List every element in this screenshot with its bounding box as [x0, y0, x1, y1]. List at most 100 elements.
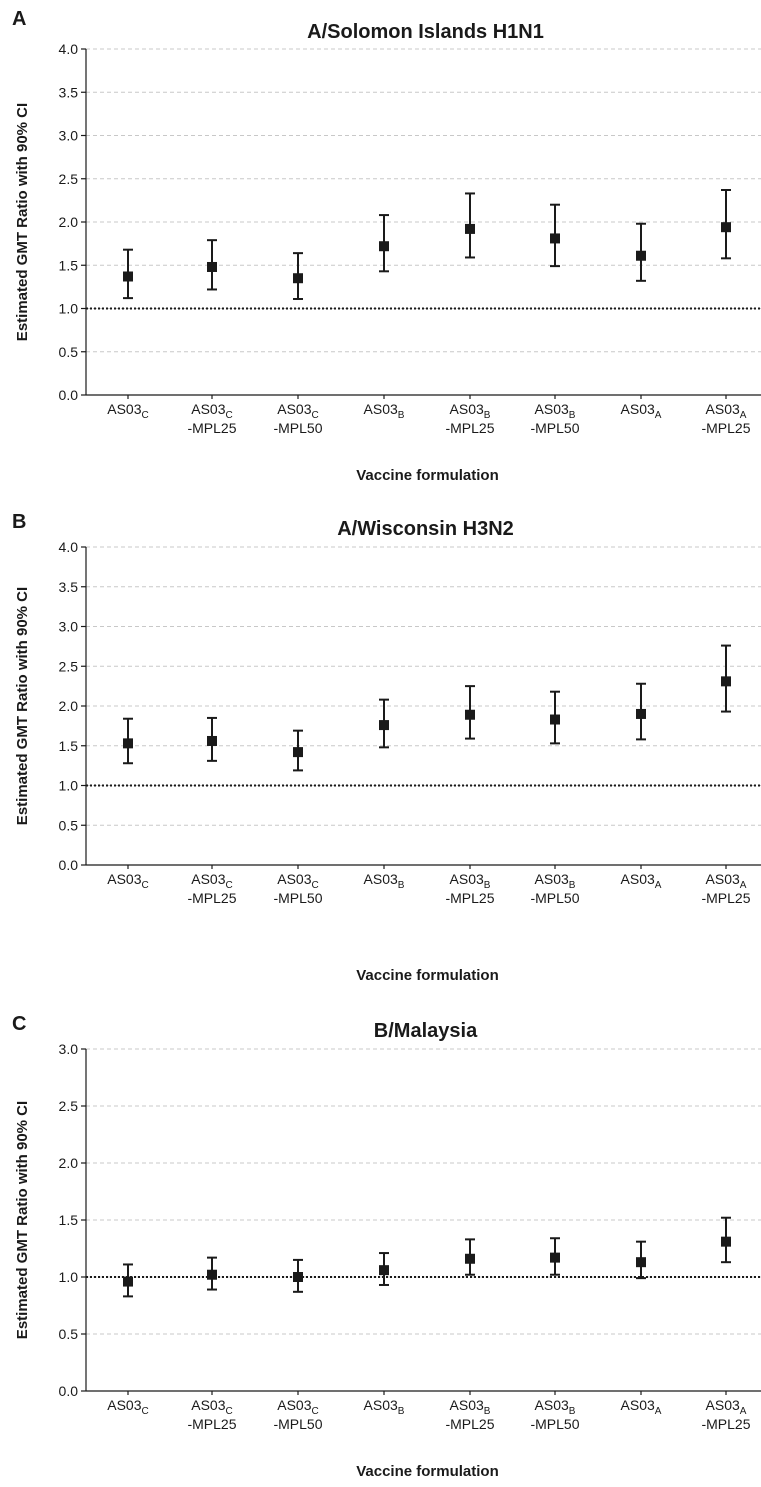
- x-axis-label: Vaccine formulation: [356, 967, 499, 984]
- y-tick-label: 1.5: [59, 738, 79, 754]
- chart-panel-b: B A/Wisconsin H3N2 0.0 0.5 1.0 1.5 2.0 2.5 3.0 3.…: [12, 511, 761, 984]
- x-tick-label: AS03C: [107, 1397, 148, 1417]
- y-tick-label: 3.5: [59, 579, 79, 595]
- x-tick-label: AS03C: [191, 1397, 232, 1417]
- x-tick-label-suffix: -MPL25: [445, 890, 494, 906]
- y-tick-label: 0.0: [59, 1383, 79, 1399]
- chart-panel-a: A A/Solomon Islands H1N1 0.0 0.5 1.0 1.5 2.0 2.…: [12, 8, 761, 484]
- chart-title: A/Solomon Islands H1N1: [307, 21, 544, 43]
- y-tick-label: 0.5: [59, 1326, 79, 1342]
- y-tick-label: 3.0: [59, 1041, 79, 1057]
- x-tick-label-suffix: -MPL25: [701, 890, 750, 906]
- y-axis-label: Estimated GMT Ratio with 90% CI: [14, 103, 31, 341]
- panel-letter: C: [12, 1013, 26, 1035]
- y-tick-label: 0.5: [59, 344, 79, 360]
- x-tick-label-suffix: -MPL25: [701, 420, 750, 436]
- y-tick-label: 4.0: [59, 41, 79, 57]
- y-tick-label: 3.0: [59, 619, 79, 635]
- y-tick-label: 0.5: [59, 817, 79, 833]
- data-point: [123, 738, 133, 749]
- y-tick-label: 2.5: [59, 1098, 79, 1114]
- data-point: [293, 1272, 303, 1282]
- x-tick-label: AS03A: [706, 401, 747, 421]
- y-tick-label: 2.0: [59, 1155, 79, 1171]
- y-tick-label: 1.0: [59, 301, 79, 317]
- x-tick-label-suffix: -MPL50: [530, 890, 579, 906]
- data-point: [379, 1265, 389, 1276]
- data-point: [293, 273, 303, 284]
- chart-title: B/Malaysia: [374, 1020, 478, 1042]
- x-tick-label: AS03B: [535, 871, 576, 891]
- x-tick-label: AS03B: [364, 871, 405, 891]
- data-point: [123, 271, 133, 282]
- y-axis-label: Estimated GMT Ratio with 90% CI: [14, 1101, 31, 1339]
- data-point: [721, 676, 731, 687]
- x-tick-label: AS03B: [535, 1397, 576, 1417]
- x-tick-label: AS03C: [277, 871, 318, 891]
- x-tick-label-suffix: -MPL50: [273, 420, 322, 436]
- x-tick-label: AS03C: [277, 1397, 318, 1417]
- y-tick-label: 0.0: [59, 387, 79, 403]
- y-tick-label: 2.5: [59, 658, 79, 674]
- x-tick-label: AS03C: [107, 871, 148, 891]
- x-tick-label: AS03B: [364, 401, 405, 421]
- x-tick-label: AS03B: [535, 401, 576, 421]
- y-tick-label: 0.0: [59, 857, 79, 873]
- x-tick-label: AS03B: [364, 1397, 405, 1417]
- y-tick-label: 3.5: [59, 84, 79, 100]
- panel-letter: A: [12, 8, 26, 30]
- x-tick-label-suffix: -MPL25: [187, 890, 236, 906]
- y-tick-label: 1.0: [59, 778, 79, 794]
- x-tick-label-suffix: -MPL50: [273, 890, 322, 906]
- x-tick-label: AS03B: [450, 1397, 491, 1417]
- y-tick-label: 3.0: [59, 128, 79, 144]
- data-point: [207, 735, 217, 746]
- data-point: [293, 747, 303, 758]
- x-tick-label-suffix: -MPL25: [701, 1416, 750, 1432]
- data-point: [636, 708, 646, 719]
- chart-title: A/Wisconsin H3N2: [337, 518, 514, 540]
- x-tick-label-suffix: -MPL50: [530, 420, 579, 436]
- x-tick-label-suffix: -MPL50: [530, 1416, 579, 1432]
- y-axis-label: Estimated GMT Ratio with 90% CI: [14, 587, 31, 825]
- x-tick-label-suffix: -MPL25: [445, 420, 494, 436]
- data-point: [550, 233, 560, 244]
- y-tick-label: 1.0: [59, 1269, 79, 1285]
- data-point: [379, 241, 389, 252]
- data-point: [123, 1276, 133, 1287]
- x-tick-label: AS03C: [191, 871, 232, 891]
- data-point: [636, 1257, 646, 1268]
- panel-letter: B: [12, 511, 26, 533]
- data-point: [550, 1252, 560, 1263]
- chart-panel-c: C B/Malaysia 0.0 0.5 1.0 1.5 2.0 2.5 3.0 Estimate…: [12, 1013, 761, 1480]
- y-tick-label: 2.0: [59, 698, 79, 714]
- data-point: [550, 714, 560, 725]
- x-tick-label-suffix: -MPL25: [187, 420, 236, 436]
- x-tick-label: AS03C: [191, 401, 232, 421]
- data-point: [465, 709, 475, 720]
- data-point: [465, 1253, 475, 1264]
- x-tick-label: AS03C: [277, 401, 318, 421]
- x-tick-label: AS03A: [706, 871, 747, 891]
- data-point: [721, 222, 731, 233]
- x-tick-label: AS03A: [706, 1397, 747, 1417]
- x-tick-label: AS03A: [621, 401, 662, 421]
- y-tick-label: 1.5: [59, 1212, 79, 1228]
- data-point: [379, 720, 389, 731]
- data-point: [207, 261, 217, 272]
- data-point: [207, 1269, 217, 1280]
- data-point: [721, 1236, 731, 1247]
- y-tick-label: 4.0: [59, 539, 79, 555]
- x-tick-label: AS03A: [621, 1397, 662, 1417]
- x-tick-label: AS03B: [450, 401, 491, 421]
- data-point: [465, 223, 475, 234]
- x-tick-label-suffix: -MPL50: [273, 1416, 322, 1432]
- x-tick-label: AS03B: [450, 871, 491, 891]
- x-axis-label: Vaccine formulation: [356, 467, 499, 484]
- y-tick-label: 2.5: [59, 171, 79, 187]
- x-axis-label: Vaccine formulation: [356, 1463, 499, 1480]
- x-tick-label: AS03A: [621, 871, 662, 891]
- y-tick-label: 1.5: [59, 257, 79, 273]
